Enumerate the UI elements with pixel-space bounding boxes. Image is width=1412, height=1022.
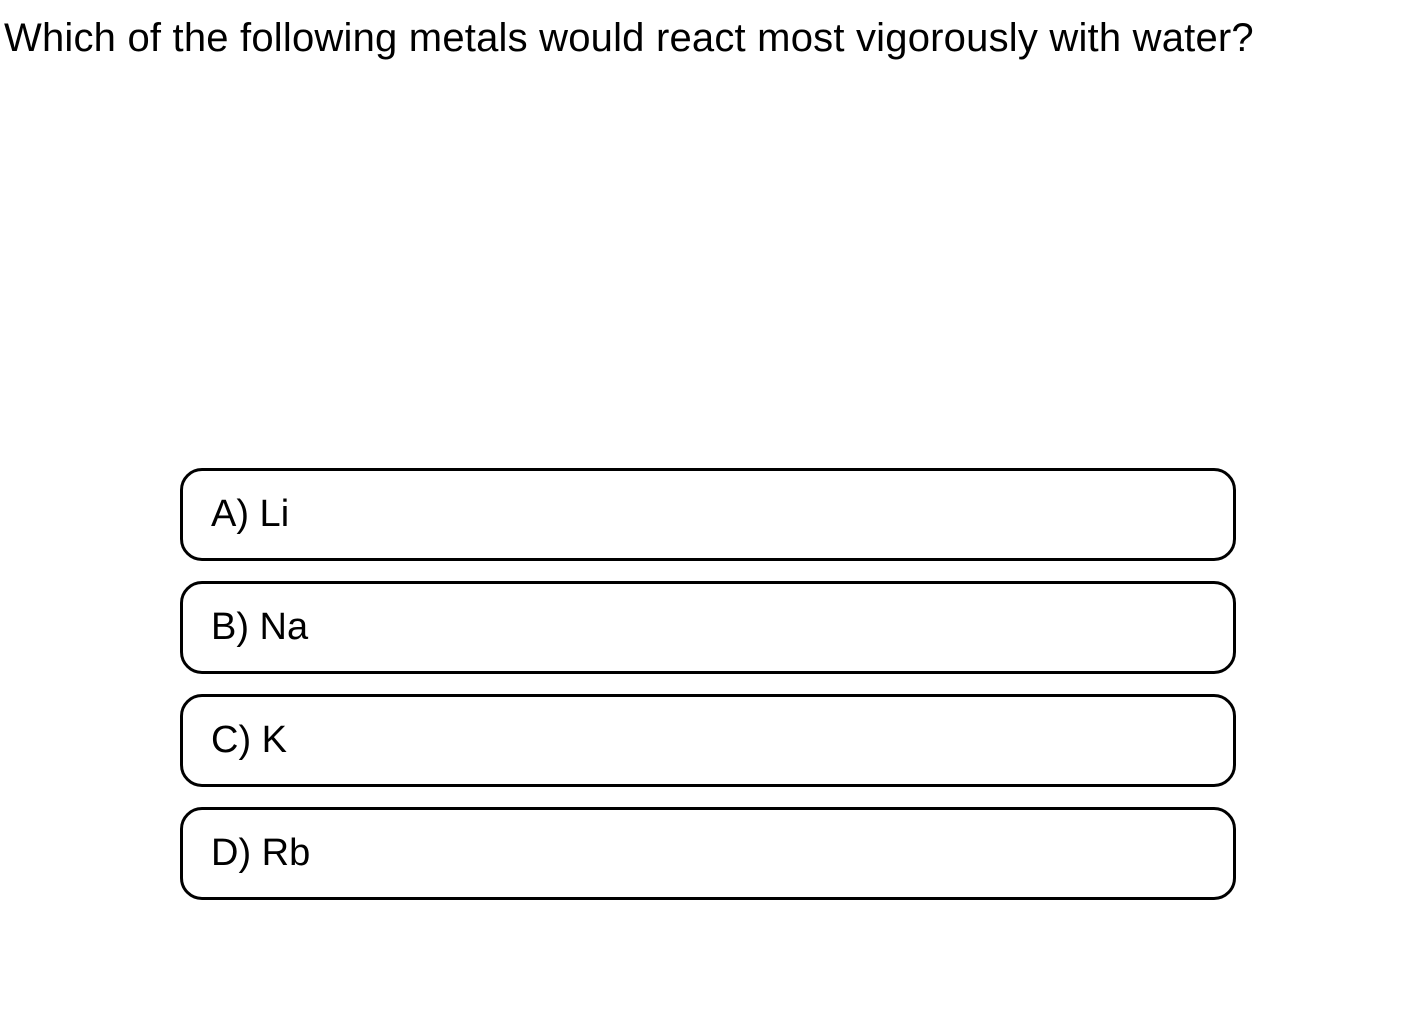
option-b[interactable]: B) Na	[180, 581, 1236, 674]
option-d[interactable]: D) Rb	[180, 807, 1236, 900]
option-a[interactable]: A) Li	[180, 468, 1236, 561]
options-container: A) Li B) Na C) K D) Rb	[180, 468, 1236, 920]
option-c[interactable]: C) K	[180, 694, 1236, 787]
question-text: Which of the following metals would reac…	[4, 16, 1254, 61]
